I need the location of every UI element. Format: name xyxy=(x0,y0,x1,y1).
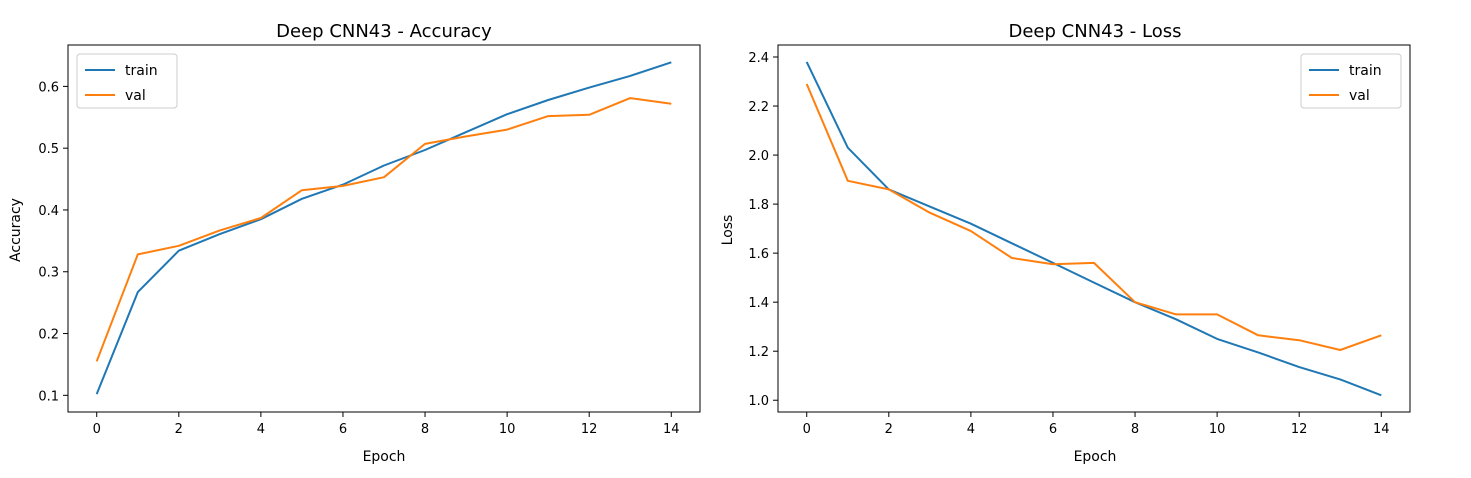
x-tick-label: 8 xyxy=(421,422,429,437)
x-tick-label: 10 xyxy=(499,422,516,437)
x-tick-label: 4 xyxy=(257,422,265,437)
accuracy-chart: Deep CNN43 - Accuracy Epoch Accuracy 0 2 4… xyxy=(8,21,701,465)
y-tick-label: 2.4 xyxy=(748,51,769,66)
legend: train val xyxy=(76,53,178,109)
y-tick-label: 2.2 xyxy=(748,100,769,115)
x-tick-label: 14 xyxy=(1373,422,1390,437)
y-tick-label: 0.2 xyxy=(38,328,59,343)
x-tick-label: 0 xyxy=(803,422,811,437)
chart-title: Deep CNN43 - Loss xyxy=(1009,21,1182,42)
x-tick-label: 12 xyxy=(1291,422,1308,437)
x-axis-label: Epoch xyxy=(363,449,406,465)
y-tick-label: 1.0 xyxy=(748,394,769,409)
series-line-val xyxy=(95,97,672,362)
legend-label-train: train xyxy=(1349,63,1382,79)
plot-frame xyxy=(777,44,1411,413)
y-axis-label: Accuracy xyxy=(8,198,24,262)
y-tick-label: 0.4 xyxy=(38,204,59,219)
series-line-train xyxy=(805,61,1382,397)
y-tick-label: 0.3 xyxy=(38,266,59,281)
y-tick-label: 0.1 xyxy=(38,389,59,404)
y-tick-label: 1.2 xyxy=(748,345,769,360)
y-axis-label: Loss xyxy=(720,215,736,246)
legend-label-train: train xyxy=(125,63,158,79)
chart-title: Deep CNN43 - Accuracy xyxy=(276,21,492,42)
legend-label-val: val xyxy=(125,88,146,104)
y-tick-label: 1.6 xyxy=(748,247,769,262)
series-line-val xyxy=(805,83,1382,351)
x-tick-label: 2 xyxy=(175,422,183,437)
series-line-train xyxy=(95,61,672,395)
x-tick-label: 10 xyxy=(1209,422,1226,437)
legend-label-val: val xyxy=(1349,88,1370,104)
y-tick-label: 2.0 xyxy=(748,149,769,164)
x-axis-label: Epoch xyxy=(1074,449,1117,465)
y-tick-label: 0.5 xyxy=(38,142,59,157)
y-tick-label: 1.4 xyxy=(748,296,769,311)
x-tick-label: 14 xyxy=(663,422,680,437)
legend: train val xyxy=(1300,53,1402,109)
y-tick-label: 1.8 xyxy=(748,198,769,213)
x-tick-label: 6 xyxy=(1049,422,1057,437)
x-tick-label: 12 xyxy=(581,422,598,437)
x-tick-label: 0 xyxy=(93,422,101,437)
loss-chart: Deep CNN43 - Loss Epoch Loss 0 2 4 6 8 10 12 14… xyxy=(720,21,1411,465)
x-tick-label: 8 xyxy=(1131,422,1139,437)
x-tick-label: 4 xyxy=(967,422,975,437)
plot-frame xyxy=(67,44,701,413)
y-tick-label: 0.6 xyxy=(38,80,59,95)
x-tick-label: 6 xyxy=(339,422,347,437)
x-tick-label: 2 xyxy=(885,422,893,437)
